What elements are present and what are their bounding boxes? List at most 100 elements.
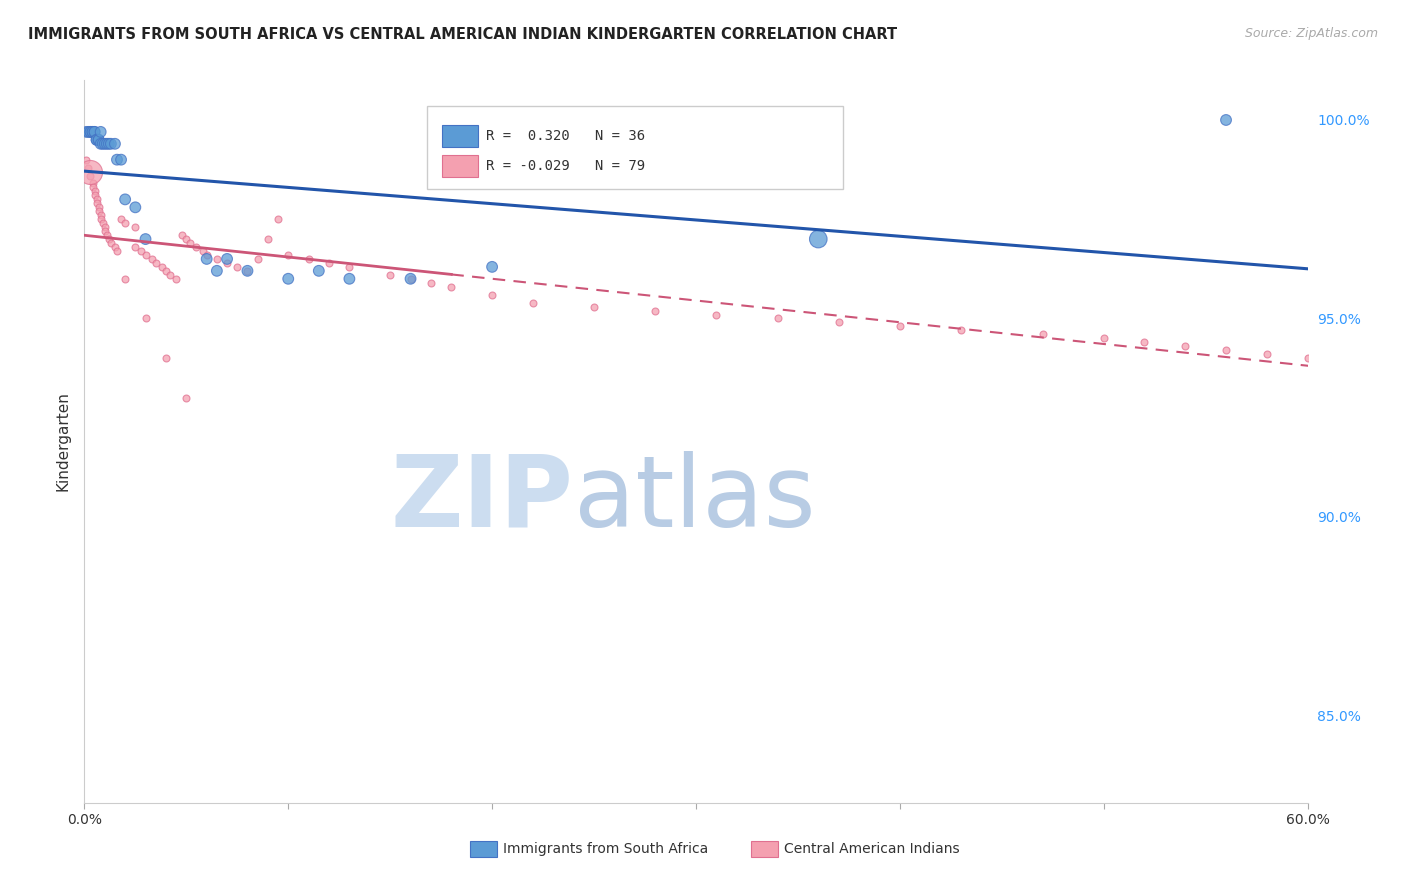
Point bbox=[399, 272, 422, 286]
Point bbox=[105, 153, 128, 167]
Bar bbox=[470, 841, 496, 857]
Point bbox=[75, 125, 97, 139]
Point bbox=[583, 300, 606, 314]
Point bbox=[1256, 347, 1278, 361]
Point bbox=[90, 125, 112, 139]
Point bbox=[1296, 351, 1319, 366]
Point bbox=[135, 311, 157, 326]
Point bbox=[217, 256, 239, 270]
Y-axis label: Kindergarten: Kindergarten bbox=[55, 392, 70, 491]
Point bbox=[159, 268, 181, 282]
Point bbox=[93, 136, 115, 151]
Point bbox=[131, 244, 153, 258]
Point bbox=[1337, 355, 1360, 369]
Point bbox=[165, 272, 187, 286]
Point bbox=[1032, 327, 1054, 342]
Point bbox=[82, 180, 104, 194]
Point bbox=[79, 125, 101, 139]
Text: Immigrants from South Africa: Immigrants from South Africa bbox=[503, 842, 709, 856]
Point bbox=[1174, 339, 1197, 353]
Point bbox=[87, 133, 110, 147]
Point bbox=[93, 224, 115, 238]
Point bbox=[135, 248, 157, 262]
Point bbox=[97, 136, 120, 151]
Point bbox=[79, 164, 101, 178]
Point bbox=[77, 161, 100, 175]
Text: Central American Indians: Central American Indians bbox=[785, 842, 960, 856]
Point bbox=[155, 351, 177, 366]
Point bbox=[104, 240, 127, 254]
Point bbox=[86, 196, 108, 211]
Point bbox=[236, 264, 259, 278]
Point bbox=[93, 220, 115, 235]
Point bbox=[86, 133, 108, 147]
Point bbox=[83, 185, 105, 199]
Point bbox=[205, 252, 228, 266]
Point bbox=[236, 264, 259, 278]
Point bbox=[766, 311, 789, 326]
Point bbox=[155, 264, 177, 278]
Point bbox=[90, 136, 112, 151]
Point bbox=[104, 136, 127, 151]
Point bbox=[481, 287, 503, 301]
Bar bbox=[441, 125, 478, 147]
Point bbox=[83, 125, 105, 139]
Text: IMMIGRANTS FROM SOUTH AFRICA VS CENTRAL AMERICAN INDIAN KINDERGARTEN CORRELATION: IMMIGRANTS FROM SOUTH AFRICA VS CENTRAL … bbox=[28, 27, 897, 42]
Point bbox=[97, 232, 120, 246]
FancyBboxPatch shape bbox=[427, 105, 842, 189]
Point bbox=[79, 169, 101, 183]
Point bbox=[124, 220, 146, 235]
Point bbox=[82, 177, 104, 191]
Point bbox=[90, 212, 112, 227]
Point bbox=[83, 188, 105, 202]
Point bbox=[96, 228, 118, 243]
Point bbox=[1092, 331, 1115, 345]
Point bbox=[828, 315, 851, 329]
Point bbox=[79, 125, 101, 139]
Point bbox=[96, 136, 118, 151]
Point bbox=[90, 208, 112, 222]
Point bbox=[179, 235, 201, 250]
Point bbox=[172, 228, 194, 243]
Point bbox=[380, 268, 402, 282]
Point bbox=[87, 200, 110, 214]
Point bbox=[135, 232, 157, 246]
Point bbox=[1378, 359, 1400, 373]
Point bbox=[440, 279, 463, 293]
Bar bbox=[751, 841, 778, 857]
Point bbox=[114, 216, 136, 230]
Point bbox=[277, 248, 299, 262]
Bar bbox=[441, 155, 478, 178]
Point bbox=[82, 125, 104, 139]
Point bbox=[399, 272, 422, 286]
Point bbox=[267, 212, 290, 227]
Text: R = -0.029   N = 79: R = -0.029 N = 79 bbox=[485, 160, 645, 173]
Point bbox=[1133, 335, 1156, 350]
Point bbox=[706, 308, 728, 322]
Point bbox=[1215, 343, 1237, 358]
Text: R =  0.320   N = 36: R = 0.320 N = 36 bbox=[485, 129, 645, 143]
Point bbox=[124, 200, 146, 214]
Point bbox=[277, 272, 299, 286]
Point bbox=[186, 240, 208, 254]
Point bbox=[644, 303, 666, 318]
Point bbox=[318, 256, 340, 270]
Point bbox=[950, 323, 973, 337]
Point bbox=[87, 204, 110, 219]
Point bbox=[86, 133, 108, 147]
Point bbox=[105, 244, 128, 258]
Point bbox=[174, 391, 197, 405]
Point bbox=[86, 193, 108, 207]
Point bbox=[195, 248, 218, 262]
Point bbox=[124, 240, 146, 254]
Text: Source: ZipAtlas.com: Source: ZipAtlas.com bbox=[1244, 27, 1378, 40]
Point bbox=[77, 125, 100, 139]
Point bbox=[205, 264, 228, 278]
Point bbox=[522, 295, 544, 310]
Point bbox=[87, 133, 110, 147]
Point bbox=[195, 252, 218, 266]
Point bbox=[807, 232, 830, 246]
Point bbox=[339, 272, 361, 286]
Point bbox=[174, 232, 197, 246]
Point bbox=[246, 252, 269, 266]
